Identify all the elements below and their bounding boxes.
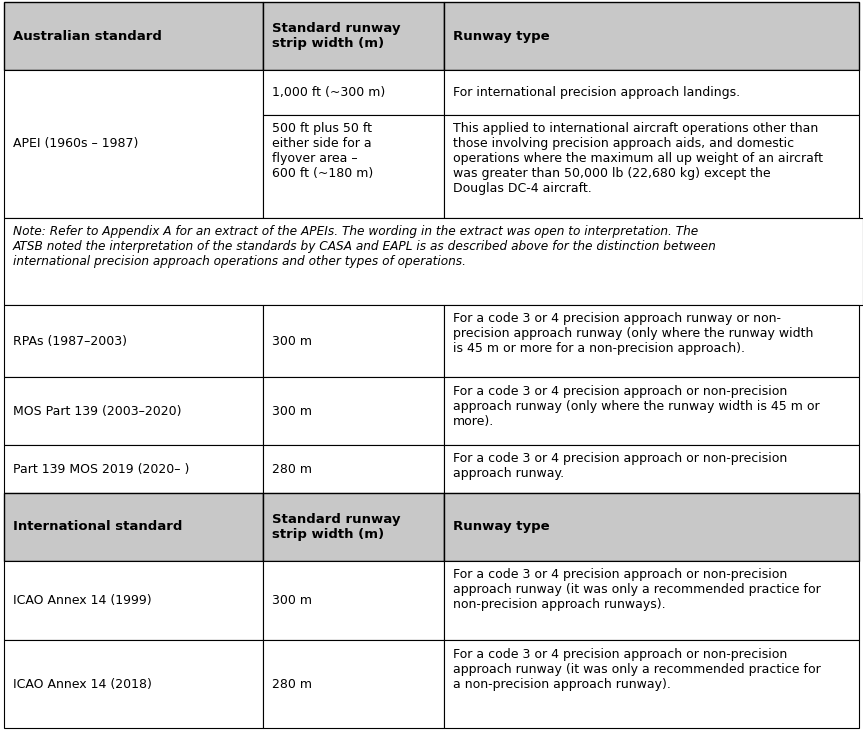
- Bar: [444, 2, 859, 70]
- Text: Part 139 MOS 2019 (2020– ): Part 139 MOS 2019 (2020– ): [13, 463, 189, 476]
- Text: 300 m: 300 m: [272, 594, 312, 607]
- Bar: [4, 304, 263, 377]
- Bar: [263, 70, 444, 115]
- Bar: [4, 377, 263, 445]
- Bar: [4, 640, 263, 728]
- Bar: [444, 445, 859, 493]
- Bar: [263, 115, 444, 218]
- Bar: [4, 561, 263, 640]
- Bar: [444, 304, 859, 377]
- Text: APEI (1960s – 1987): APEI (1960s – 1987): [13, 137, 138, 150]
- Text: 500 ft plus 50 ft
either side for a
flyover area –
600 ft (~180 m): 500 ft plus 50 ft either side for a flyo…: [272, 122, 373, 180]
- Bar: [4, 445, 263, 493]
- Bar: [263, 304, 444, 377]
- Text: Runway type: Runway type: [453, 520, 550, 534]
- Text: For a code 3 or 4 precision approach or non-precision
approach runway (it was on: For a code 3 or 4 precision approach or …: [453, 568, 821, 611]
- Bar: [263, 377, 444, 445]
- Text: For a code 3 or 4 precision approach runway or non-
precision approach runway (o: For a code 3 or 4 precision approach run…: [453, 312, 814, 355]
- Bar: [444, 640, 859, 728]
- Text: Standard runway
strip width (m): Standard runway strip width (m): [272, 22, 400, 50]
- Text: 280 m: 280 m: [272, 463, 312, 476]
- Text: ICAO Annex 14 (2018): ICAO Annex 14 (2018): [13, 677, 152, 691]
- Bar: [4, 70, 263, 218]
- Text: MOS Part 139 (2003–2020): MOS Part 139 (2003–2020): [13, 404, 181, 418]
- Text: Note: Refer to Appendix A for an extract of the APEIs. The wording in the extrac: Note: Refer to Appendix A for an extract…: [13, 225, 716, 268]
- Bar: [444, 493, 859, 561]
- Bar: [444, 115, 859, 218]
- Bar: [263, 493, 444, 561]
- Text: For a code 3 or 4 precision approach or non-precision
approach runway.: For a code 3 or 4 precision approach or …: [453, 453, 787, 480]
- Text: ICAO Annex 14 (1999): ICAO Annex 14 (1999): [13, 594, 152, 607]
- Bar: [444, 70, 859, 115]
- Text: Standard runway
strip width (m): Standard runway strip width (m): [272, 513, 400, 541]
- Text: For international precision approach landings.: For international precision approach lan…: [453, 85, 740, 99]
- Bar: [4, 493, 263, 561]
- Text: Australian standard: Australian standard: [13, 30, 162, 42]
- Bar: [263, 561, 444, 640]
- Text: 300 m: 300 m: [272, 404, 312, 418]
- Text: This applied to international aircraft operations other than
those involving pre: This applied to international aircraft o…: [453, 122, 823, 195]
- Text: RPAs (1987–2003): RPAs (1987–2003): [13, 334, 127, 347]
- Text: 280 m: 280 m: [272, 677, 312, 691]
- Text: For a code 3 or 4 precision approach or non-precision
approach runway (only wher: For a code 3 or 4 precision approach or …: [453, 385, 820, 428]
- Text: 1,000 ft (~300 m): 1,000 ft (~300 m): [272, 85, 385, 99]
- Bar: [4, 2, 263, 70]
- Text: For a code 3 or 4 precision approach or non-precision
approach runway (it was on: For a code 3 or 4 precision approach or …: [453, 648, 821, 691]
- Text: International standard: International standard: [13, 520, 182, 534]
- Bar: [4, 218, 863, 304]
- Text: 300 m: 300 m: [272, 334, 312, 347]
- Bar: [263, 445, 444, 493]
- Bar: [263, 640, 444, 728]
- Text: Runway type: Runway type: [453, 30, 550, 42]
- Bar: [444, 377, 859, 445]
- Bar: [444, 561, 859, 640]
- Bar: [263, 2, 444, 70]
